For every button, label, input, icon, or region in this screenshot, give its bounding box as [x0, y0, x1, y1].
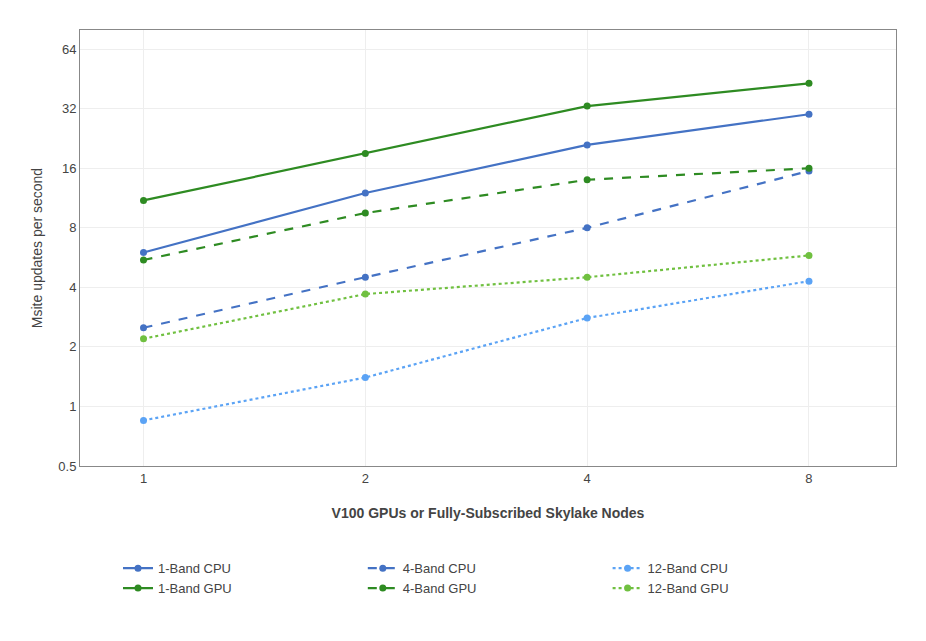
svg-text:64: 64 [62, 42, 76, 57]
svg-text:V100 GPUs or Fully-Subscribed: V100 GPUs or Fully-Subscribed Skylake No… [332, 505, 645, 521]
svg-text:1: 1 [140, 471, 147, 486]
svg-text:32: 32 [62, 101, 76, 116]
svg-text:8: 8 [805, 471, 812, 486]
svg-text:2: 2 [69, 339, 76, 354]
svg-text:2: 2 [362, 471, 369, 486]
svg-text:0.5: 0.5 [58, 459, 76, 474]
svg-text:12-Band CPU: 12-Band CPU [648, 561, 728, 576]
svg-text:8: 8 [69, 220, 76, 235]
svg-text:1: 1 [69, 399, 76, 414]
svg-text:1-Band CPU: 1-Band CPU [158, 561, 231, 576]
svg-text:1-Band GPU: 1-Band GPU [158, 581, 232, 596]
svg-text:4: 4 [584, 471, 591, 486]
svg-text:16: 16 [62, 161, 76, 176]
svg-text:4-Band CPU: 4-Band CPU [403, 561, 476, 576]
svg-text:Msite updates per second: Msite updates per second [29, 168, 45, 328]
svg-text:4-Band GPU: 4-Band GPU [403, 581, 477, 596]
svg-text:12-Band GPU: 12-Band GPU [648, 581, 729, 596]
svg-text:4: 4 [69, 280, 76, 295]
